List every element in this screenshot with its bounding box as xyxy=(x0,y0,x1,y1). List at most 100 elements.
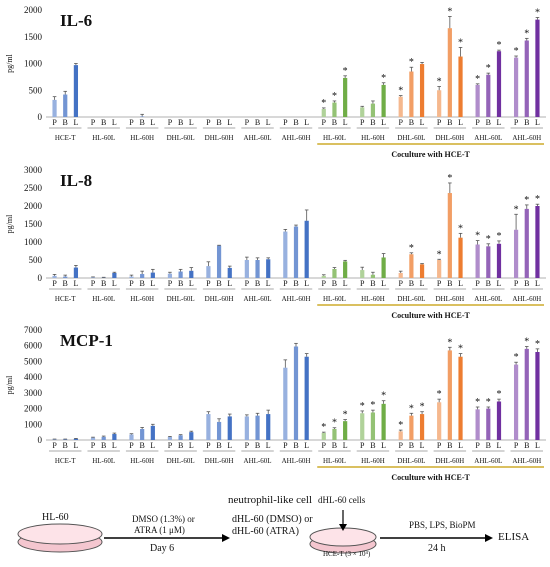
dhl-cells-label: dHL-60 cells xyxy=(318,495,365,505)
bar-label: P xyxy=(168,118,173,127)
bar-label: P xyxy=(437,441,442,450)
bar-label: L xyxy=(535,441,540,450)
bar-label: L xyxy=(189,118,194,127)
group-label: DHL-60H xyxy=(205,457,234,465)
group-label: HL-60H xyxy=(130,134,154,142)
group-label: AHL-60H xyxy=(282,134,311,142)
y-tick-label: 5000 xyxy=(24,356,43,366)
bar-label: B xyxy=(409,279,414,288)
group-label: HCE-T xyxy=(55,457,76,465)
bar xyxy=(343,421,347,440)
hl60-label: HL-60 xyxy=(42,512,69,523)
bar-label: B xyxy=(447,441,452,450)
bar-label: P xyxy=(91,279,96,288)
bar xyxy=(63,95,67,117)
bar-label: L xyxy=(381,441,386,450)
bar-label: P xyxy=(360,118,365,127)
bar-label: P xyxy=(206,118,211,127)
bar xyxy=(399,431,403,440)
bar-label: P xyxy=(283,279,288,288)
bar-label: P xyxy=(245,118,250,127)
bar xyxy=(217,422,221,440)
significance-star: * xyxy=(486,63,491,74)
bar xyxy=(74,268,78,278)
bar-label: P xyxy=(398,441,403,450)
group-label: HL-60H xyxy=(130,295,154,303)
bar xyxy=(371,413,375,441)
bar-label: B xyxy=(332,441,337,450)
bar-label: L xyxy=(227,441,232,450)
significance-star: * xyxy=(409,243,414,254)
bar-label: P xyxy=(322,441,327,450)
coculture-label: Coculture with HCE-T xyxy=(391,150,470,159)
bar xyxy=(283,232,287,278)
bar-label: B xyxy=(332,118,337,127)
bar xyxy=(437,90,441,117)
bar-label: L xyxy=(458,118,463,127)
bar-label: L xyxy=(189,441,194,450)
y-tick-label: 1000 xyxy=(24,419,43,429)
y-tick-label: 7000 xyxy=(24,325,43,335)
bar xyxy=(332,103,336,117)
significance-star: * xyxy=(381,391,386,402)
dhl-dmso-label: dHL-60 (DMSO) or xyxy=(232,514,313,525)
bar-label: P xyxy=(52,279,57,288)
bar xyxy=(360,107,364,117)
bar-label: B xyxy=(447,118,452,127)
bar xyxy=(91,438,95,440)
significance-star: * xyxy=(486,234,491,245)
significance-star: * xyxy=(535,7,540,18)
significance-star: * xyxy=(524,28,529,39)
bar-label: L xyxy=(458,279,463,288)
y-axis-label: pg/ml xyxy=(5,53,14,72)
bar-label: P xyxy=(283,441,288,450)
bar xyxy=(206,414,210,440)
bar-label: P xyxy=(437,118,442,127)
significance-star: * xyxy=(381,73,386,84)
bar xyxy=(382,257,386,278)
bar-label: P xyxy=(52,118,57,127)
bar xyxy=(332,429,336,440)
bar xyxy=(476,85,480,117)
bar-label: P xyxy=(129,279,134,288)
significance-star: * xyxy=(370,400,375,411)
bar xyxy=(332,269,336,278)
bar-label: B xyxy=(178,279,183,288)
significance-star: * xyxy=(447,173,452,184)
bar-label: L xyxy=(304,279,309,288)
bar xyxy=(486,246,490,278)
bar xyxy=(458,357,462,440)
bar xyxy=(535,206,539,278)
bar-label: B xyxy=(63,118,68,127)
bar xyxy=(189,432,193,440)
significance-star: * xyxy=(321,98,326,109)
bar xyxy=(409,416,413,440)
bar-label: P xyxy=(398,118,403,127)
bar xyxy=(168,274,172,278)
bar-label: P xyxy=(245,441,250,450)
significance-star: * xyxy=(437,389,442,400)
bar-label: L xyxy=(420,279,425,288)
significance-star: * xyxy=(409,403,414,414)
bar xyxy=(245,260,249,278)
y-tick-label: 4000 xyxy=(24,372,43,382)
bar xyxy=(458,57,462,117)
significance-star: * xyxy=(514,204,519,215)
bar xyxy=(63,277,67,278)
group-label: DHL-60L xyxy=(167,295,195,303)
bar-label: L xyxy=(381,279,386,288)
arrow-head-2-icon xyxy=(485,534,493,542)
y-tick-label: 0 xyxy=(38,435,43,445)
bar xyxy=(486,75,490,117)
group-label: DHL-60L xyxy=(167,457,195,465)
bar xyxy=(189,271,193,278)
group-label: AHL-60L xyxy=(474,457,502,465)
bar-label: P xyxy=(437,279,442,288)
group-label: DHL-60L xyxy=(167,134,195,142)
bar-label: P xyxy=(168,279,173,288)
bar-label: L xyxy=(227,118,232,127)
bar-label: L xyxy=(150,118,155,127)
group-label: AHL-60H xyxy=(512,134,541,142)
group-label: DHL-60H xyxy=(435,295,464,303)
bar-label: P xyxy=(475,118,480,127)
